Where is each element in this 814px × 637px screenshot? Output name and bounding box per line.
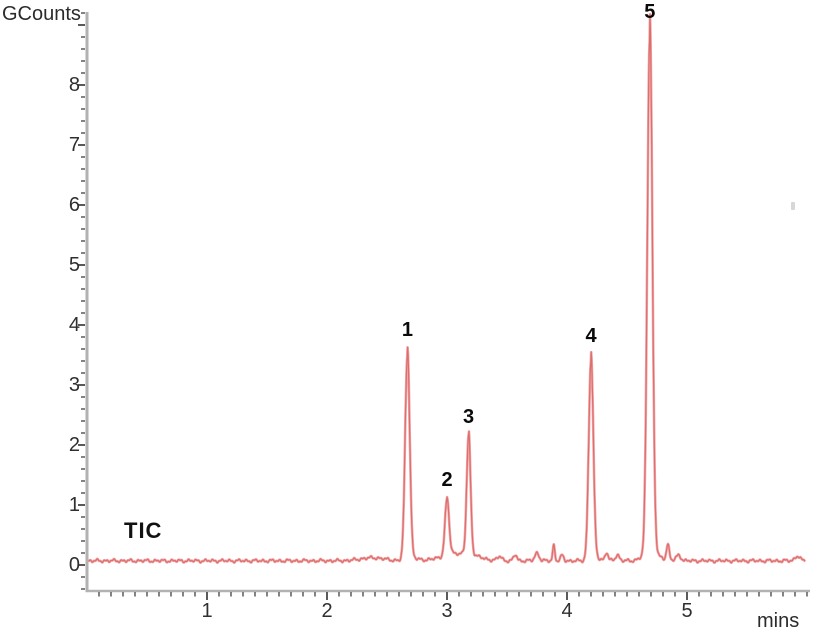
- x-tick-label: 1: [201, 600, 213, 622]
- axes: [85, 12, 810, 593]
- y-tick-label: 0: [68, 554, 80, 576]
- peak-label-1: 1: [401, 319, 413, 341]
- x-tick-label: 4: [561, 600, 573, 622]
- y-tick-label: 1: [68, 494, 80, 516]
- y-tick-label: 8: [68, 74, 80, 96]
- stray-mark: [791, 202, 795, 210]
- x-tick-label: 2: [321, 600, 333, 622]
- y-tick-label: 7: [68, 134, 80, 156]
- peak-label-3: 3: [463, 406, 475, 428]
- x-tick-label: 3: [441, 600, 453, 622]
- y-tick-label: 4: [68, 314, 80, 336]
- x-tick-label: 5: [681, 600, 693, 622]
- y-axis-title: GCounts: [2, 3, 81, 25]
- tic-trace: [87, 12, 807, 565]
- y-tick-label: 5: [68, 254, 80, 276]
- peak-label-2: 2: [441, 469, 453, 491]
- y-tick-label: 3: [68, 374, 80, 396]
- peak-label-5: 5: [644, 1, 656, 23]
- trace-label-tic: TIC: [124, 518, 163, 543]
- y-tick-label: 2: [68, 434, 80, 456]
- y-tick-label: 6: [68, 194, 80, 216]
- peak-label-4: 4: [585, 325, 597, 347]
- x-axis-title: mins: [757, 610, 800, 632]
- axis-ticks: [78, 12, 808, 600]
